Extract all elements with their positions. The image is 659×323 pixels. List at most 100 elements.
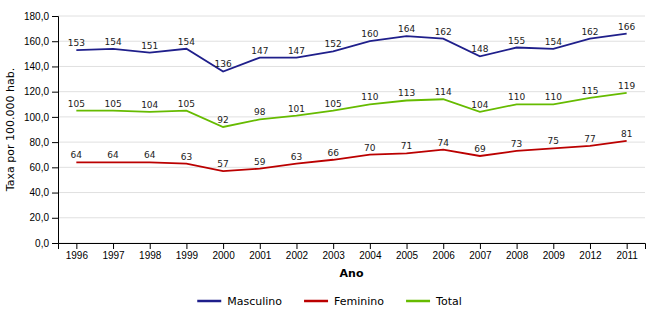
tick-mark [186,243,187,249]
data-label: 164 [398,24,415,34]
tick: 1999 [176,243,199,261]
data-label: 104 [471,100,488,110]
tick: 180,0 [24,11,58,22]
data-label: 81 [621,129,632,139]
tick-label: 2005 [396,250,419,261]
tick-mark [150,243,151,249]
data-label: 74 [437,138,449,148]
tick-mark [590,243,591,249]
tick: 1996 [66,243,89,261]
data-label: 63 [291,152,302,162]
tick-label: 120,0 [24,86,49,97]
data-label: 154 [104,37,121,47]
tick-label: 160,0 [24,36,49,47]
axis-line [52,17,59,244]
legend-swatch [304,300,328,303]
data-label: 153 [68,38,85,48]
tick-mark [52,167,58,168]
tick-mark [517,243,518,249]
data-label: 110 [508,92,525,102]
tick-mark [52,66,58,67]
chart: 0,020,040,060,080,0100,0120,0140,0160,01… [0,0,659,323]
tick-mark [553,243,554,249]
tick: 160,0 [24,36,58,47]
tick: 100,0 [24,112,58,123]
tick-mark [52,218,58,219]
tick-label: 2009 [543,250,566,261]
data-label: 57 [217,159,228,169]
grid-line [58,167,645,168]
tick: 2000 [212,243,235,261]
tick: 2009 [543,243,566,261]
data-label: 101 [288,104,305,114]
data-label: 73 [511,139,522,149]
legend-swatch [406,300,430,303]
tick-label: 100,0 [24,112,49,123]
tick: 2004 [359,243,382,261]
legend-label: Masculino [227,295,282,308]
lines [76,34,626,171]
legend-item: Feminino [304,295,384,308]
data-label: 154 [545,37,562,47]
data-label: 162 [581,27,598,37]
data-label: 105 [178,99,195,109]
data-label: 155 [508,36,525,46]
data-label: 105 [104,99,121,109]
data-label: 147 [288,46,305,56]
data-label: 160 [361,29,378,39]
tick-label: 1998 [139,250,162,261]
data-label: 64 [71,150,83,160]
data-label: 154 [178,37,195,47]
tick-mark [52,41,58,42]
data-label: 70 [364,143,376,153]
tick: 2011 [616,243,638,261]
tick-label: 2011 [616,250,638,261]
y-axis: 0,020,040,060,080,0100,0120,0140,0160,01… [24,11,59,249]
tick-mark [52,243,58,244]
tick-label: 20,0 [30,212,50,223]
tick-label: 80,0 [30,137,50,148]
data-label: 77 [584,134,595,144]
tick-label: 0,0 [35,238,49,249]
tick-label: 2007 [469,250,492,261]
axis-line [59,244,646,250]
tick-label: 180,0 [24,11,49,22]
data-label: 162 [435,27,452,37]
tick-label: 2003 [323,250,346,261]
data-label: 63 [181,152,192,162]
tick: 2006 [433,243,456,261]
x-axis: 1996199719981999200020012002200320042005… [59,243,646,261]
tick: 2008 [506,243,529,261]
data-label: 104 [141,100,158,110]
tick: 2007 [469,243,492,261]
tick-mark [52,92,58,93]
tick-mark [370,243,371,249]
x-axis-title: Ano [340,267,364,280]
tick-label: 60,0 [30,162,50,173]
tick: 80,0 [30,137,58,148]
tick: 2005 [396,243,419,261]
tick: 140,0 [24,61,58,72]
data-label: 148 [471,44,488,54]
data-label: 166 [618,22,635,32]
data-label: 113 [398,88,415,98]
tick: 2001 [249,243,272,261]
data-label: 69 [474,144,486,154]
tick-mark [296,243,297,249]
tick-mark [52,193,58,194]
data-label: 59 [254,157,266,167]
data-label: 119 [618,81,635,91]
tick: 2003 [323,243,346,261]
plot: 0,020,040,060,080,0100,0120,0140,0160,01… [24,11,646,261]
data-label: 152 [325,39,342,49]
legend: MasculinoFemininoTotal [197,295,462,308]
tick-mark [76,243,77,249]
data-label: 115 [581,86,598,96]
tick-mark [52,16,58,17]
tick-label: 2004 [359,250,382,261]
tick-mark [223,243,224,249]
tick-mark [333,243,334,249]
data-labels: 1531541511541361471471521601641621481551… [68,22,636,169]
data-label: 98 [254,107,266,117]
tick-label: 2002 [286,250,309,261]
